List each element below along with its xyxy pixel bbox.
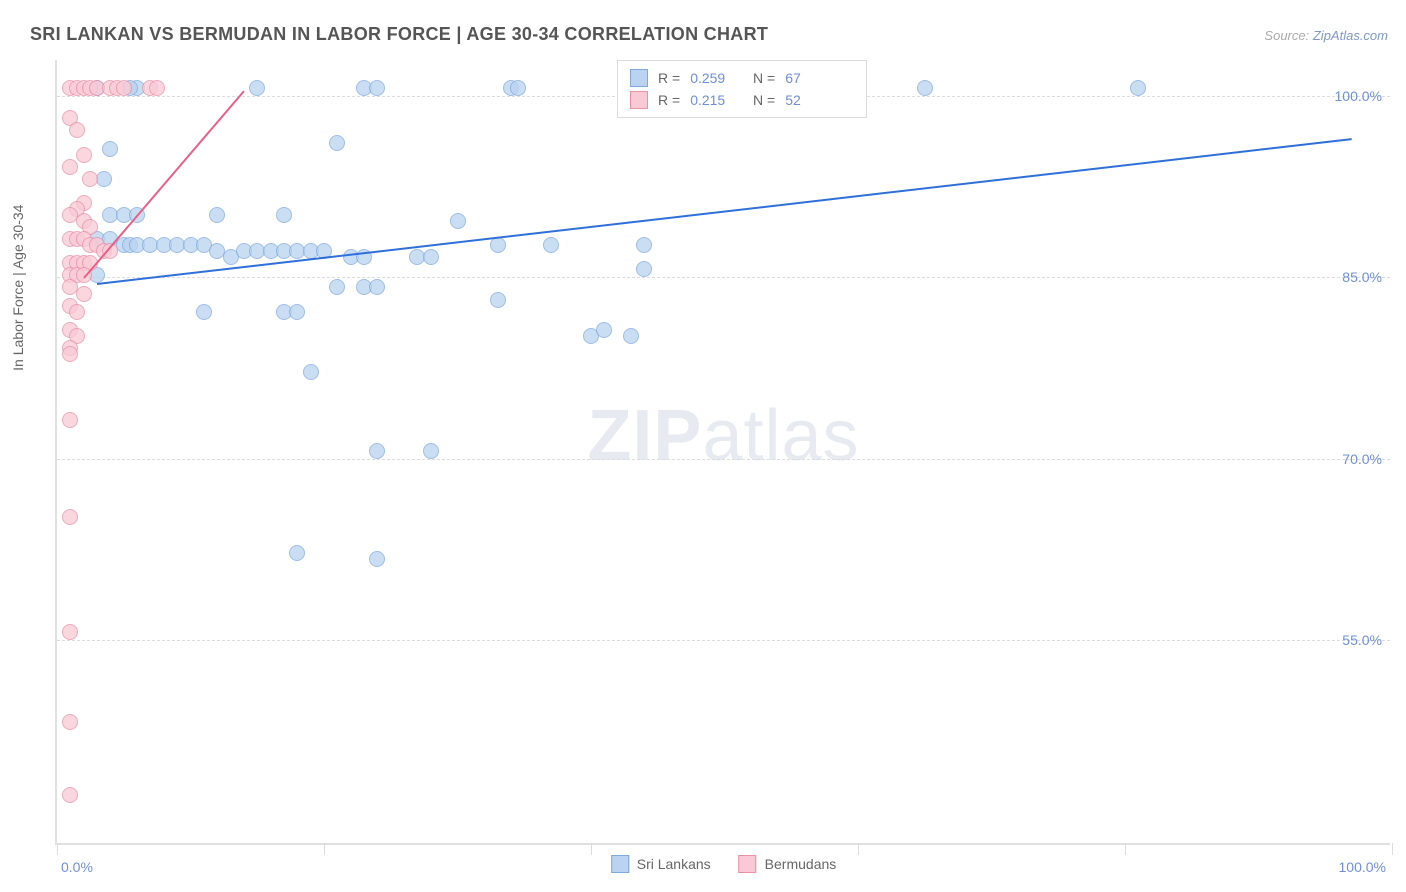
x-tick	[324, 843, 325, 855]
data-point	[623, 328, 639, 344]
data-point	[490, 237, 506, 253]
series-legend-item: Sri Lankans	[611, 855, 711, 873]
series-legend-item: Bermudans	[739, 855, 837, 873]
data-point	[62, 624, 78, 640]
x-tick	[1392, 843, 1393, 855]
data-point	[303, 364, 319, 380]
source-link[interactable]: ZipAtlas.com	[1313, 28, 1388, 43]
data-point	[62, 412, 78, 428]
data-point	[62, 159, 78, 175]
legend-n-label: N =	[753, 70, 775, 86]
plot-area: ZIPatlas 55.0%70.0%85.0%100.0%0.0%100.0%…	[55, 60, 1390, 845]
data-point	[636, 237, 652, 253]
data-point	[82, 171, 98, 187]
legend-swatch	[739, 855, 757, 873]
y-tick-label: 55.0%	[1342, 632, 1382, 648]
watermark-b: atlas	[702, 396, 859, 476]
data-point	[149, 80, 165, 96]
legend-n-label: N =	[753, 92, 775, 108]
y-axis-label: In Labor Force | Age 30-34	[10, 205, 26, 371]
data-point	[69, 304, 85, 320]
series-legend: Sri Lankans Bermudans	[611, 855, 837, 873]
y-tick-label: 85.0%	[1342, 269, 1382, 285]
data-point	[369, 80, 385, 96]
x-tick	[858, 843, 859, 855]
data-point	[62, 509, 78, 525]
data-point	[276, 207, 292, 223]
x-tick	[591, 843, 592, 855]
stats-legend: R = 0.259 N = 67 R = 0.215 N = 52	[617, 60, 867, 118]
data-point	[1130, 80, 1146, 96]
data-point	[450, 213, 466, 229]
data-point	[543, 237, 559, 253]
legend-swatch	[630, 69, 648, 87]
data-point	[596, 322, 612, 338]
data-point	[249, 80, 265, 96]
source-prefix: Source:	[1264, 28, 1309, 43]
data-point	[209, 207, 225, 223]
data-point	[369, 443, 385, 459]
x-tick	[1125, 843, 1126, 855]
source-attribution: Source: ZipAtlas.com	[1264, 28, 1388, 43]
data-point	[76, 286, 92, 302]
legend-r-label: R =	[658, 92, 680, 108]
data-point	[62, 787, 78, 803]
y-tick-label: 100.0%	[1335, 88, 1382, 104]
legend-r-value: 0.259	[690, 70, 725, 86]
gridline-h	[57, 640, 1390, 641]
series-legend-label: Bermudans	[765, 856, 837, 872]
gridline-h	[57, 277, 1390, 278]
gridline-h	[57, 459, 1390, 460]
series-legend-label: Sri Lankans	[637, 856, 711, 872]
legend-swatch	[630, 91, 648, 109]
y-tick-label: 70.0%	[1342, 451, 1382, 467]
legend-r-value: 0.215	[690, 92, 725, 108]
data-point	[369, 279, 385, 295]
data-point	[917, 80, 933, 96]
x-tick	[57, 843, 58, 855]
x-tick-label: 0.0%	[61, 859, 93, 875]
legend-r-label: R =	[658, 70, 680, 86]
data-point	[490, 292, 506, 308]
data-point	[62, 346, 78, 362]
data-point	[636, 261, 652, 277]
correlation-chart: SRI LANKAN VS BERMUDAN IN LABOR FORCE | …	[0, 0, 1406, 892]
data-point	[76, 147, 92, 163]
data-point	[510, 80, 526, 96]
data-point	[196, 304, 212, 320]
data-point	[423, 249, 439, 265]
data-point	[329, 135, 345, 151]
stats-legend-row: R = 0.259 N = 67	[630, 67, 854, 89]
data-point	[329, 279, 345, 295]
data-point	[423, 443, 439, 459]
x-tick-label: 100.0%	[1339, 859, 1386, 875]
legend-swatch	[611, 855, 629, 873]
stats-legend-row: R = 0.215 N = 52	[630, 89, 854, 111]
data-point	[116, 80, 132, 96]
watermark-a: ZIP	[587, 396, 702, 476]
legend-n-value: 67	[785, 70, 801, 86]
data-point	[289, 545, 305, 561]
data-point	[369, 551, 385, 567]
data-point	[102, 141, 118, 157]
watermark: ZIPatlas	[587, 395, 859, 477]
chart-title: SRI LANKAN VS BERMUDAN IN LABOR FORCE | …	[30, 24, 768, 45]
legend-n-value: 52	[785, 92, 801, 108]
data-point	[289, 304, 305, 320]
data-point	[69, 122, 85, 138]
data-point	[62, 714, 78, 730]
